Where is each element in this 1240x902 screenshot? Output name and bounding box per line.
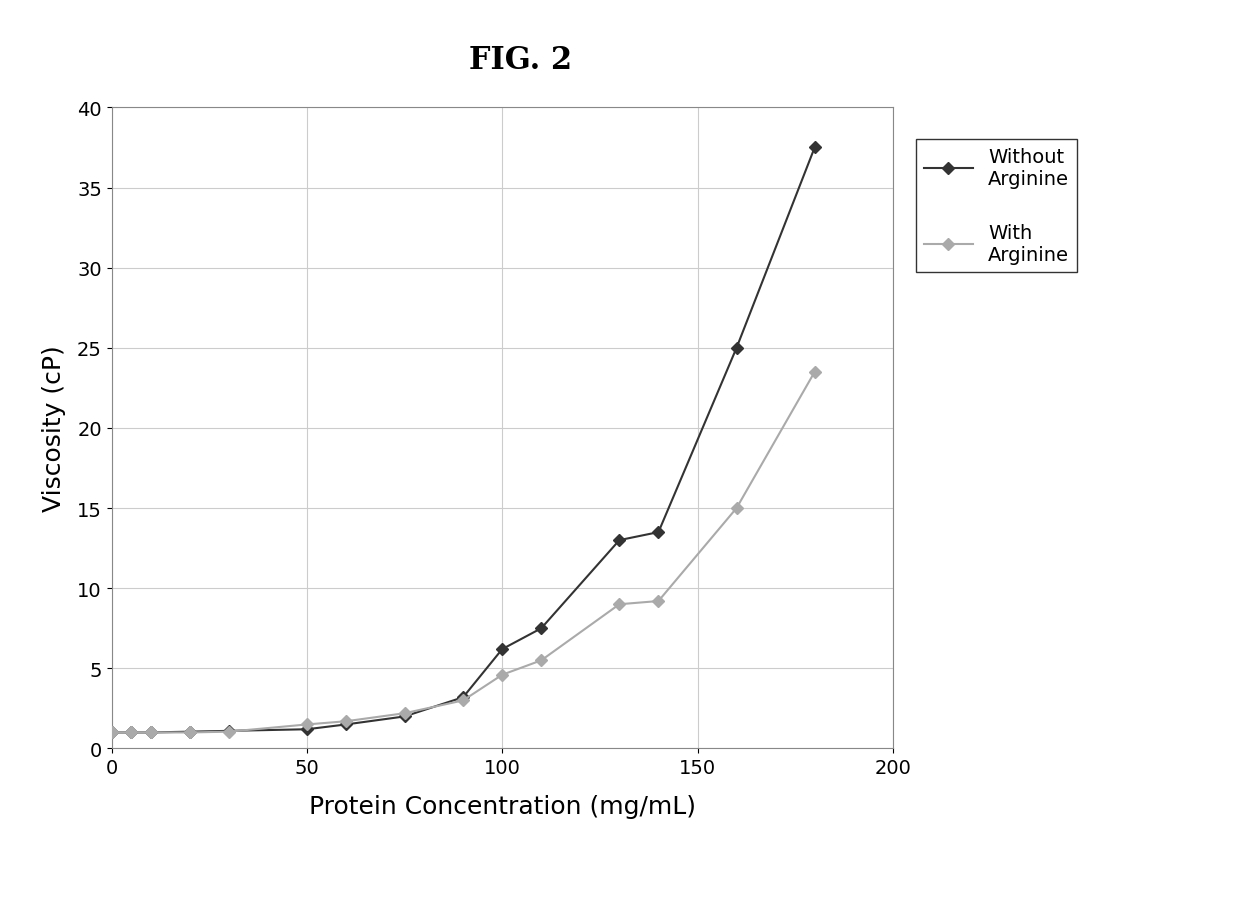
With
Arginine xyxy=(456,695,471,706)
Without
Arginine xyxy=(613,535,626,546)
With
Arginine xyxy=(729,503,744,514)
Line: With
Arginine: With Arginine xyxy=(108,368,818,737)
With
Arginine xyxy=(651,596,666,607)
Without
Arginine xyxy=(807,143,822,153)
With
Arginine xyxy=(221,726,236,737)
Without
Arginine xyxy=(533,623,548,634)
With
Arginine xyxy=(807,367,822,378)
With
Arginine xyxy=(143,727,159,738)
With
Arginine xyxy=(104,727,119,738)
With
Arginine xyxy=(613,599,626,610)
Without
Arginine xyxy=(339,719,353,730)
Without
Arginine xyxy=(651,527,666,538)
Without
Arginine xyxy=(124,727,139,738)
With
Arginine xyxy=(182,727,197,738)
With
Arginine xyxy=(397,708,412,719)
Without
Arginine xyxy=(104,727,119,738)
Without
Arginine xyxy=(729,343,744,354)
Line: Without
Arginine: Without Arginine xyxy=(108,144,818,737)
Without
Arginine xyxy=(143,727,159,738)
X-axis label: Protein Concentration (mg/mL): Protein Concentration (mg/mL) xyxy=(309,794,696,818)
Text: FIG. 2: FIG. 2 xyxy=(469,45,573,76)
Without
Arginine xyxy=(495,644,510,655)
Y-axis label: Viscosity (cP): Viscosity (cP) xyxy=(42,345,66,511)
Without
Arginine xyxy=(221,725,236,736)
With
Arginine xyxy=(495,669,510,680)
With
Arginine xyxy=(339,716,353,727)
Legend: Without
Arginine, With
Arginine: Without Arginine, With Arginine xyxy=(916,140,1078,272)
With
Arginine xyxy=(299,719,314,730)
Without
Arginine xyxy=(456,692,471,703)
Without
Arginine xyxy=(182,726,197,737)
With
Arginine xyxy=(533,655,548,666)
Without
Arginine xyxy=(397,711,412,722)
With
Arginine xyxy=(124,727,139,738)
Without
Arginine xyxy=(299,724,314,735)
